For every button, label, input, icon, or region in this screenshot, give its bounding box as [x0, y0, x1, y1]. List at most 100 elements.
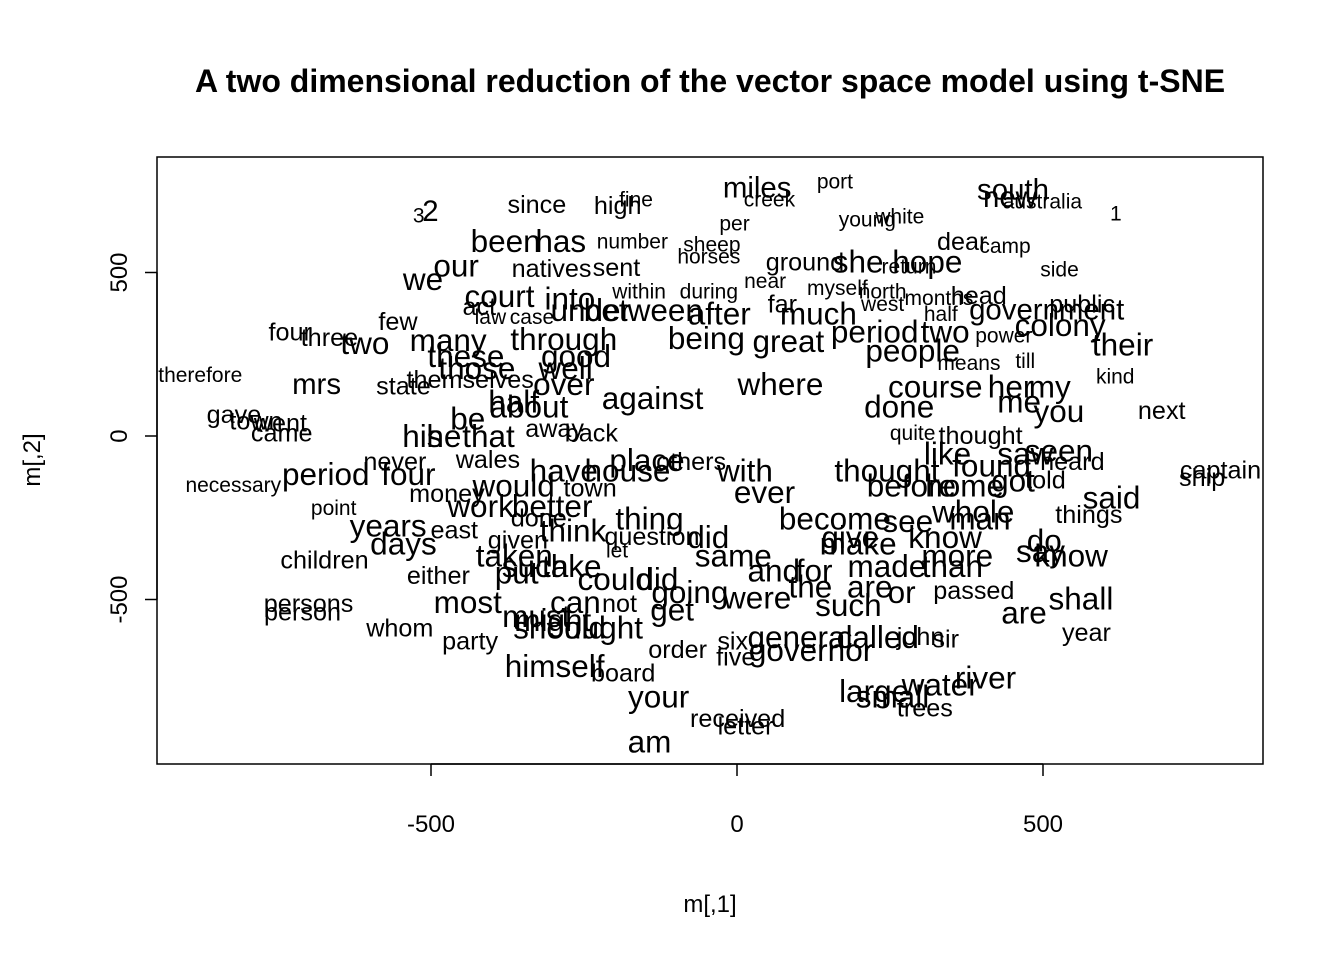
word-point: horses: [677, 246, 740, 269]
word-point: passed: [933, 577, 1014, 605]
y-tick-label: -500: [106, 575, 133, 623]
word-point: have: [530, 453, 598, 489]
word-point: before: [867, 468, 956, 504]
word-point: governor: [749, 632, 873, 668]
word-point: white: [874, 205, 924, 228]
word-point: themselves: [406, 366, 533, 394]
word-point: done: [864, 389, 934, 425]
word-point: many: [410, 322, 487, 358]
word-point: found: [952, 447, 1031, 483]
word-point: their: [1092, 326, 1153, 362]
word-point: our: [433, 248, 479, 284]
word-point: two: [921, 313, 970, 349]
word-point: general: [747, 619, 852, 655]
word-point: house: [585, 453, 671, 489]
word-point: the: [789, 569, 833, 605]
x-tick-label: 0: [730, 811, 743, 838]
word-point: sheep: [683, 234, 740, 257]
word-point: whole: [931, 494, 1014, 530]
word-point: such: [815, 587, 882, 623]
word-point: and: [747, 553, 800, 589]
word-point: town: [564, 474, 617, 502]
word-point: thought: [939, 422, 1023, 450]
word-point: given: [488, 526, 548, 554]
word-point: think: [540, 513, 607, 549]
x-axis-label: m[,1]: [683, 891, 736, 918]
word-point: take: [542, 548, 602, 584]
word-point: quite: [890, 422, 936, 445]
word-point: young: [839, 208, 896, 231]
word-point: natives: [512, 255, 592, 283]
word-point: colony: [1015, 307, 1106, 343]
word-point: put: [495, 555, 539, 591]
chart-title: A two dimensional reduction of the vecto…: [195, 63, 1225, 99]
word-point: person: [264, 599, 341, 627]
word-point: act: [463, 293, 497, 321]
word-point: never: [363, 448, 426, 476]
word-point: back: [565, 419, 619, 447]
word-point: half: [488, 383, 539, 419]
word-point: next: [1138, 397, 1186, 425]
word-point: such: [502, 548, 569, 584]
word-point: gave: [207, 401, 262, 429]
word-point: been: [471, 223, 541, 259]
word-point: either: [407, 562, 470, 590]
word-point: could: [578, 561, 653, 597]
word-point: those: [438, 350, 515, 386]
word-point: john: [896, 623, 945, 651]
word-point: within: [611, 280, 666, 303]
word-point: creek: [744, 188, 796, 211]
word-point: government: [969, 294, 1124, 327]
word-point: her: [988, 368, 1034, 404]
word-point: under: [550, 292, 631, 328]
word-point: told: [1025, 466, 1066, 494]
word-point: received: [690, 705, 785, 733]
word-point: order: [648, 636, 707, 664]
word-point: came: [251, 419, 313, 447]
word-point: captain: [1180, 457, 1261, 485]
word-point: give: [821, 519, 879, 555]
word-point: same: [695, 537, 772, 573]
word-point: made: [848, 548, 927, 584]
word-point: side: [1040, 259, 1079, 282]
word-point: east: [430, 517, 478, 545]
word-point: better: [512, 488, 593, 524]
word-point: period: [282, 456, 370, 492]
word-point: head: [951, 282, 1007, 310]
word-point: you: [1034, 393, 1085, 429]
word-point: north: [859, 280, 907, 303]
word-point: well: [538, 350, 593, 386]
word-point: high: [594, 192, 642, 220]
word-point: more: [921, 537, 993, 573]
word-point: he: [426, 418, 461, 454]
word-point: south: [977, 173, 1049, 206]
word-point: hope: [892, 244, 962, 280]
word-point: till: [1015, 350, 1035, 373]
word-point: miles: [723, 172, 792, 205]
word-point: since: [507, 191, 566, 219]
word-point: great: [753, 323, 825, 359]
word-point: see: [882, 503, 933, 539]
word-point: five: [716, 644, 755, 672]
word-point: am: [628, 724, 672, 760]
word-point: where: [737, 366, 824, 402]
word-point: myself: [807, 277, 868, 300]
word-point: letter: [718, 713, 774, 741]
word-point: said: [1083, 479, 1141, 515]
word-point: called: [837, 619, 919, 655]
word-point: far: [768, 291, 797, 319]
word-point: therefore: [158, 364, 242, 387]
x-tick-label: -500: [407, 811, 455, 838]
word-point: place: [609, 442, 684, 478]
word-point: we: [402, 261, 443, 297]
word-point: sir: [932, 625, 959, 653]
word-point: power: [975, 324, 1032, 347]
word-point: she: [833, 244, 884, 280]
y-tick-label: 0: [106, 429, 133, 442]
word-point: period: [831, 313, 919, 349]
word-point: after: [688, 295, 751, 331]
word-point: ever: [734, 474, 795, 510]
word-point: most: [434, 584, 503, 620]
word-point: law: [475, 306, 507, 329]
